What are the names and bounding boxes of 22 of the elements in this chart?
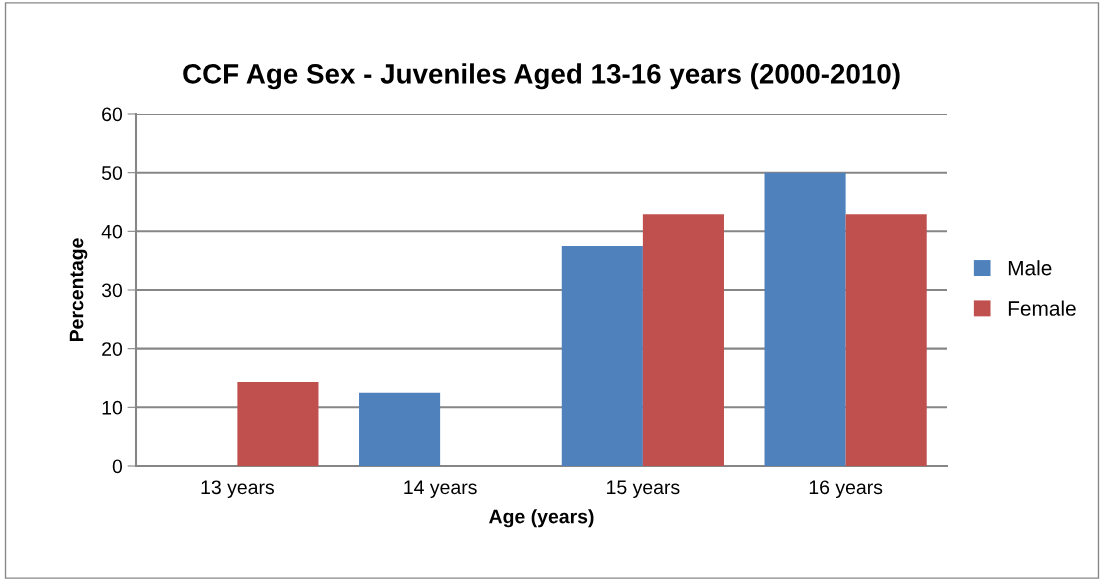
bar	[764, 172, 846, 466]
x-tick-label: 13 years	[201, 480, 274, 499]
y-tick-label: 40	[101, 224, 123, 239]
x-tick-label: 14 years	[404, 480, 477, 499]
x-tick-label: 16 years	[809, 480, 883, 499]
y-tick-label: 0	[112, 459, 123, 474]
bar	[642, 214, 724, 466]
y-tick-label: 20	[102, 342, 123, 356]
bar	[237, 382, 319, 466]
legend-label: Male	[1008, 260, 1052, 276]
y-tick-label: 50	[101, 166, 123, 180]
legend-label: Female	[1008, 300, 1076, 316]
y-axis-title: Percentage	[69, 238, 88, 342]
bar	[561, 246, 643, 466]
x-axis-title: Age (years)	[489, 509, 594, 528]
bar	[845, 214, 927, 466]
chart-title: CCF Age Sex - Juveniles Aged 13-16 years (2000-2010)	[183, 63, 900, 90]
bar	[359, 392, 441, 466]
x-tick-label: 15 years	[607, 480, 680, 499]
y-tick-label: 10	[102, 400, 123, 415]
y-tick-label: 30	[101, 283, 123, 298]
y-tick-label: 60	[102, 107, 123, 122]
